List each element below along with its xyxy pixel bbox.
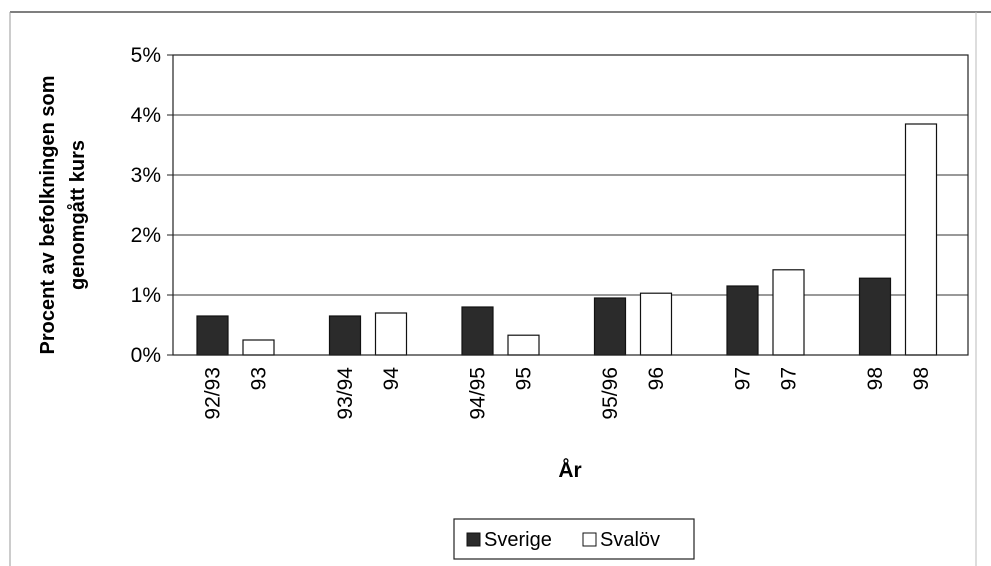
x-tick-label: 92/93 <box>202 367 225 420</box>
bar-svalov-11 <box>904 123 938 356</box>
y-tick-label: 2% <box>131 224 161 247</box>
x-tick-label: 96 <box>645 367 668 390</box>
x-tick-label: 97 <box>778 367 801 390</box>
bar-svalov-5 <box>507 334 540 356</box>
bar-sverige-6 <box>593 297 627 356</box>
x-tick-label: 93 <box>248 367 271 390</box>
x-tick-label: 94/95 <box>467 367 490 420</box>
bar-svalov-9 <box>772 269 805 356</box>
bars <box>196 123 938 356</box>
legend-swatch-svalov <box>582 532 597 547</box>
x-tick-label: 98 <box>910 367 933 390</box>
legend-box <box>453 518 695 560</box>
legend-label-sverige: Sverige <box>484 529 552 551</box>
legend: Sverige Svalöv <box>453 518 695 560</box>
x-axis-label: År <box>558 458 581 482</box>
y-tick-label: 0% <box>131 344 161 367</box>
x-tick-label: 93/94 <box>334 367 357 420</box>
bar-sverige-4 <box>461 306 494 356</box>
x-tick-label: 94 <box>380 367 403 391</box>
bar-sverige-10 <box>858 277 892 356</box>
x-tick-label: 97 <box>732 367 755 390</box>
bar-sverige-2 <box>328 315 362 356</box>
x-tick-labels: 92/93 93 93/94 94 94/95 95 95/96 96 97 97 98 98 <box>202 367 934 420</box>
legend-swatch-sverige <box>466 532 481 547</box>
plot-area <box>172 54 969 356</box>
bar-sverige-0 <box>196 315 229 356</box>
x-tick-label: 95/96 <box>599 367 622 420</box>
y-tick-label: 3% <box>131 164 161 187</box>
bar-svalov-7 <box>639 292 673 356</box>
y-axis-label-line2: genomgått kurs <box>66 140 89 290</box>
x-tick-label: 95 <box>513 367 536 390</box>
y-tick-label: 1% <box>131 284 161 307</box>
bar-svalov-1 <box>242 339 275 356</box>
y-tick-labels: 0% 1% 2% 3% 4% 5% <box>131 44 161 367</box>
gridlines <box>167 54 968 356</box>
y-tick-label: 5% <box>131 44 161 67</box>
y-axis-label-line1: Procent av befolkningen som <box>37 76 59 355</box>
bar-svalov-3 <box>374 312 408 356</box>
bar-sverige-8 <box>726 285 759 356</box>
y-tick-label: 4% <box>131 104 161 127</box>
legend-label-svalov: Svalöv <box>600 529 660 551</box>
x-tick-label: 98 <box>864 367 887 390</box>
